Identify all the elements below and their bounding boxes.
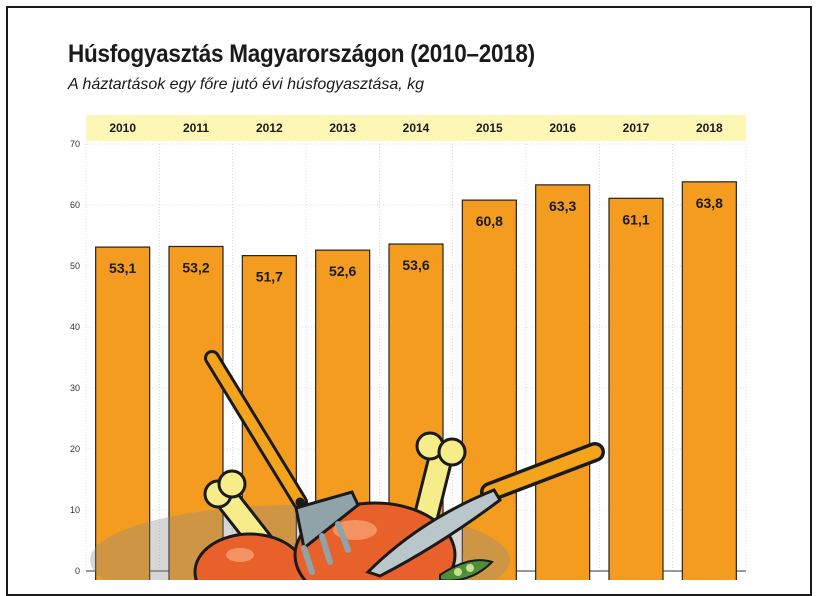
data-label: 53,6 bbox=[402, 257, 429, 273]
bar-chart: 2010 2011 2012 2013 2014 2015 2016 2017 2018 0 10… bbox=[70, 115, 747, 580]
knife-icon bbox=[365, 442, 605, 578]
data-label: 53,2 bbox=[182, 259, 209, 275]
y-tick-label: 10 bbox=[70, 505, 80, 515]
y-tick-label: 30 bbox=[70, 383, 80, 393]
y-axis: 0 10 20 30 40 50 60 70 bbox=[70, 139, 80, 576]
category-label: 2014 bbox=[403, 121, 430, 135]
value-labels: 53,1 53,2 51,7 52,6 53,6 60,8 63,3 61,1 63,8 bbox=[109, 195, 723, 285]
chart-title: Húsfogyasztás Magyarországon (2010–2018) bbox=[68, 40, 535, 68]
y-tick-label: 40 bbox=[70, 322, 80, 332]
fork-icon bbox=[204, 350, 360, 575]
category-label: 2010 bbox=[109, 121, 136, 135]
y-tick-label: 20 bbox=[70, 444, 80, 454]
roast-meat-illustration bbox=[90, 350, 605, 580]
bar bbox=[168, 245, 224, 580]
data-label: 51,7 bbox=[256, 269, 283, 285]
year-band bbox=[86, 115, 746, 141]
y-tick-label: 0 bbox=[75, 566, 80, 576]
data-label: 63,3 bbox=[549, 198, 576, 214]
year-labels: 2010 2011 2012 2013 2014 2015 2016 2017 2018 bbox=[109, 121, 723, 135]
pea-pod-icon bbox=[439, 559, 494, 580]
data-label: 60,8 bbox=[476, 213, 503, 229]
category-label: 2012 bbox=[256, 121, 283, 135]
y-tick-label: 60 bbox=[70, 200, 80, 210]
y-tick-label: 70 bbox=[70, 139, 80, 149]
bar bbox=[681, 181, 737, 580]
bar bbox=[535, 184, 591, 580]
chart-subtitle: A háztartások egy főre jutó évi húsfogya… bbox=[68, 76, 425, 93]
category-label: 2016 bbox=[549, 121, 576, 135]
bar bbox=[608, 197, 664, 580]
category-label: 2017 bbox=[623, 121, 650, 135]
category-label: 2013 bbox=[329, 121, 356, 135]
data-label: 61,1 bbox=[622, 211, 649, 227]
data-label: 53,1 bbox=[109, 260, 136, 276]
category-label: 2018 bbox=[696, 121, 723, 135]
category-label: 2015 bbox=[476, 121, 503, 135]
category-label: 2011 bbox=[183, 121, 209, 135]
bar bbox=[95, 246, 151, 580]
y-tick-label: 50 bbox=[70, 261, 80, 271]
data-label: 63,8 bbox=[696, 195, 723, 211]
data-label: 52,6 bbox=[329, 263, 356, 279]
